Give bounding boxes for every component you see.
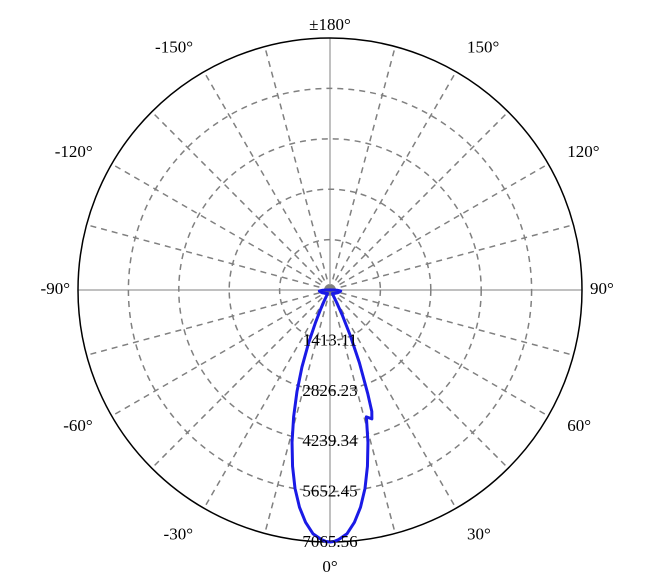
angle-label: 120° <box>567 142 599 161</box>
grid-spoke <box>152 112 330 290</box>
angle-label: -30° <box>164 524 193 543</box>
grid-spoke <box>87 290 330 355</box>
angle-label: -90° <box>41 279 70 298</box>
grid-spoke <box>265 47 330 290</box>
data-series <box>292 290 372 542</box>
grid-spoke <box>330 112 508 290</box>
grid-spoke <box>204 72 330 290</box>
angle-label: -150° <box>155 38 193 57</box>
polar-chart: 0° 30° 60° 90° 120° 150° ±180° -150° -120° -90° -6… <box>0 0 660 579</box>
grid-spoke <box>330 290 548 416</box>
angle-label: ±180° <box>309 15 351 34</box>
angle-label: -60° <box>63 416 92 435</box>
angle-label: 150° <box>467 38 499 57</box>
radial-tick-label: 4239.34 <box>302 431 358 450</box>
grid-spoke <box>112 164 330 290</box>
grid-spoke <box>330 72 456 290</box>
angle-label: 60° <box>567 416 591 435</box>
radial-tick-label: 7065.56 <box>302 532 357 551</box>
angle-label: 0° <box>322 557 337 576</box>
radial-tick-label: 5652.45 <box>302 482 357 501</box>
angle-label: 90° <box>590 279 614 298</box>
angle-label: -120° <box>55 142 93 161</box>
grid-spoke <box>87 225 330 290</box>
angle-label: 30° <box>467 524 491 543</box>
radial-tick-label: 1413.11 <box>303 330 358 349</box>
grid-spoke <box>330 164 548 290</box>
grid-spoke <box>330 290 573 355</box>
grid-spoke <box>330 47 395 290</box>
grid-spoke <box>330 225 573 290</box>
radial-tick-label: 2826.23 <box>302 381 357 400</box>
